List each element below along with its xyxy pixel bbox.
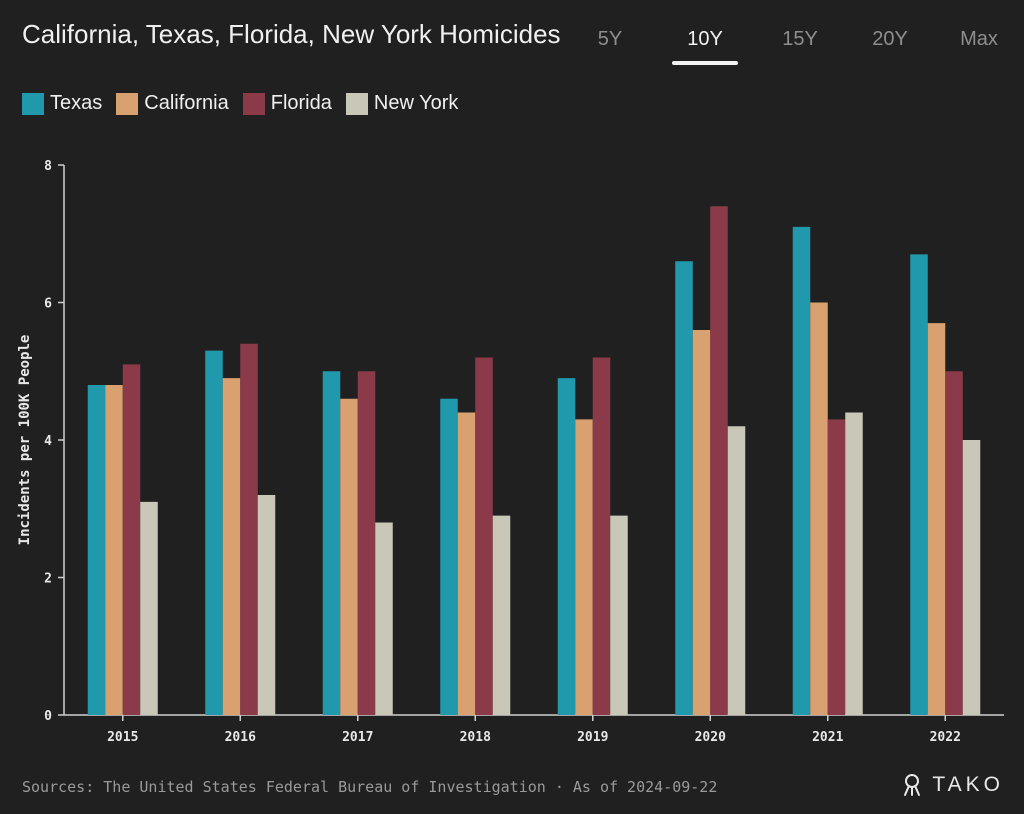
bar-texas-2020 (675, 261, 693, 715)
bar-florida-2015 (122, 364, 141, 715)
tab-20y[interactable]: 20Y (872, 28, 908, 50)
bar-california-2017 (340, 398, 358, 715)
bar-new-york-2020 (727, 426, 746, 715)
x-tick-label-2017: 2017 (342, 730, 373, 745)
source-note: Sources: The United States Federal Burea… (22, 778, 718, 796)
legend-label-florida: Florida (270, 92, 332, 114)
x-tick-label-2022: 2022 (930, 730, 961, 745)
x-tick-label-2016: 2016 (225, 730, 256, 745)
bar-florida-2020 (710, 206, 728, 715)
bar-california-2021 (810, 302, 828, 715)
bar-texas-2018 (440, 398, 458, 715)
bar-new-york-2018 (492, 515, 511, 715)
bar-texas-2019 (557, 378, 576, 715)
y-tick-label: 0 (44, 709, 52, 724)
tab-10y[interactable]: 10Y (672, 28, 738, 65)
legend-item-california[interactable]: California (116, 92, 229, 115)
bar-california-2018 (457, 412, 476, 715)
legend-swatch-new-york (345, 92, 368, 115)
bar-texas-2016 (205, 350, 223, 715)
bar-california-2015 (105, 385, 123, 715)
bar-florida-2018 (475, 357, 493, 715)
bar-new-york-2019 (610, 515, 628, 715)
legend-item-texas[interactable]: Texas (22, 92, 102, 115)
legend-swatch-texas (22, 92, 44, 115)
bar-new-york-2021 (845, 412, 863, 715)
bar-florida-2021 (827, 419, 846, 715)
x-tick-label-2018: 2018 (460, 730, 491, 745)
y-axis-label: Incidents per 100K People (17, 335, 33, 546)
x-tick-label-2020: 2020 (695, 730, 726, 745)
y-tick-label: 6 (44, 297, 52, 312)
bar-texas-2022 (910, 254, 928, 715)
x-tick-label-2021: 2021 (812, 730, 843, 745)
bar-new-york-2022 (962, 440, 981, 715)
bar-florida-2019 (592, 357, 611, 715)
bar-florida-2022 (945, 371, 963, 715)
bar-new-york-2016 (257, 495, 276, 715)
x-tick-label-2019: 2019 (577, 730, 608, 745)
legend-label-california: California (144, 92, 229, 114)
bar-texas-2015 (87, 385, 106, 715)
legend-item-new-york[interactable]: New York (345, 92, 459, 115)
bar-california-2016 (222, 378, 241, 715)
tako-icon (904, 774, 921, 796)
y-tick-label: 8 (44, 159, 52, 174)
bar-florida-2017 (357, 371, 376, 715)
tab-15y[interactable]: 15Y (782, 28, 818, 50)
legend-label-texas: Texas (50, 92, 103, 114)
bar-new-york-2017 (375, 522, 393, 715)
tab-5y[interactable]: 5Y (597, 28, 623, 50)
legend-label-new-york: New York (373, 92, 459, 114)
bar-california-2019 (575, 419, 593, 715)
y-tick-label: 4 (44, 434, 52, 449)
bar-florida-2016 (240, 343, 258, 715)
bar-texas-2017 (322, 371, 341, 715)
legend-swatch-california (116, 92, 139, 115)
bar-new-york-2015 (140, 501, 158, 715)
bar-california-2022 (927, 323, 946, 715)
tab-max[interactable]: Max (960, 28, 998, 50)
chart-title: California, Texas, Florida, New York Hom… (22, 19, 561, 49)
y-tick-label: 2 (44, 572, 52, 587)
time-range-tabs: 5Y 10Y 15Y 20Y Max (584, 28, 1004, 65)
brand-logo: TAKO (900, 773, 1004, 797)
bar-texas-2021 (792, 226, 811, 715)
bar-california-2020 (692, 330, 711, 715)
x-tick-label-2015: 2015 (107, 730, 138, 745)
legend: Texas California Florida New York (22, 92, 458, 115)
legend-item-florida[interactable]: Florida (242, 92, 332, 115)
legend-swatch-florida (242, 92, 265, 115)
brand-name: TAKO (932, 773, 1004, 796)
